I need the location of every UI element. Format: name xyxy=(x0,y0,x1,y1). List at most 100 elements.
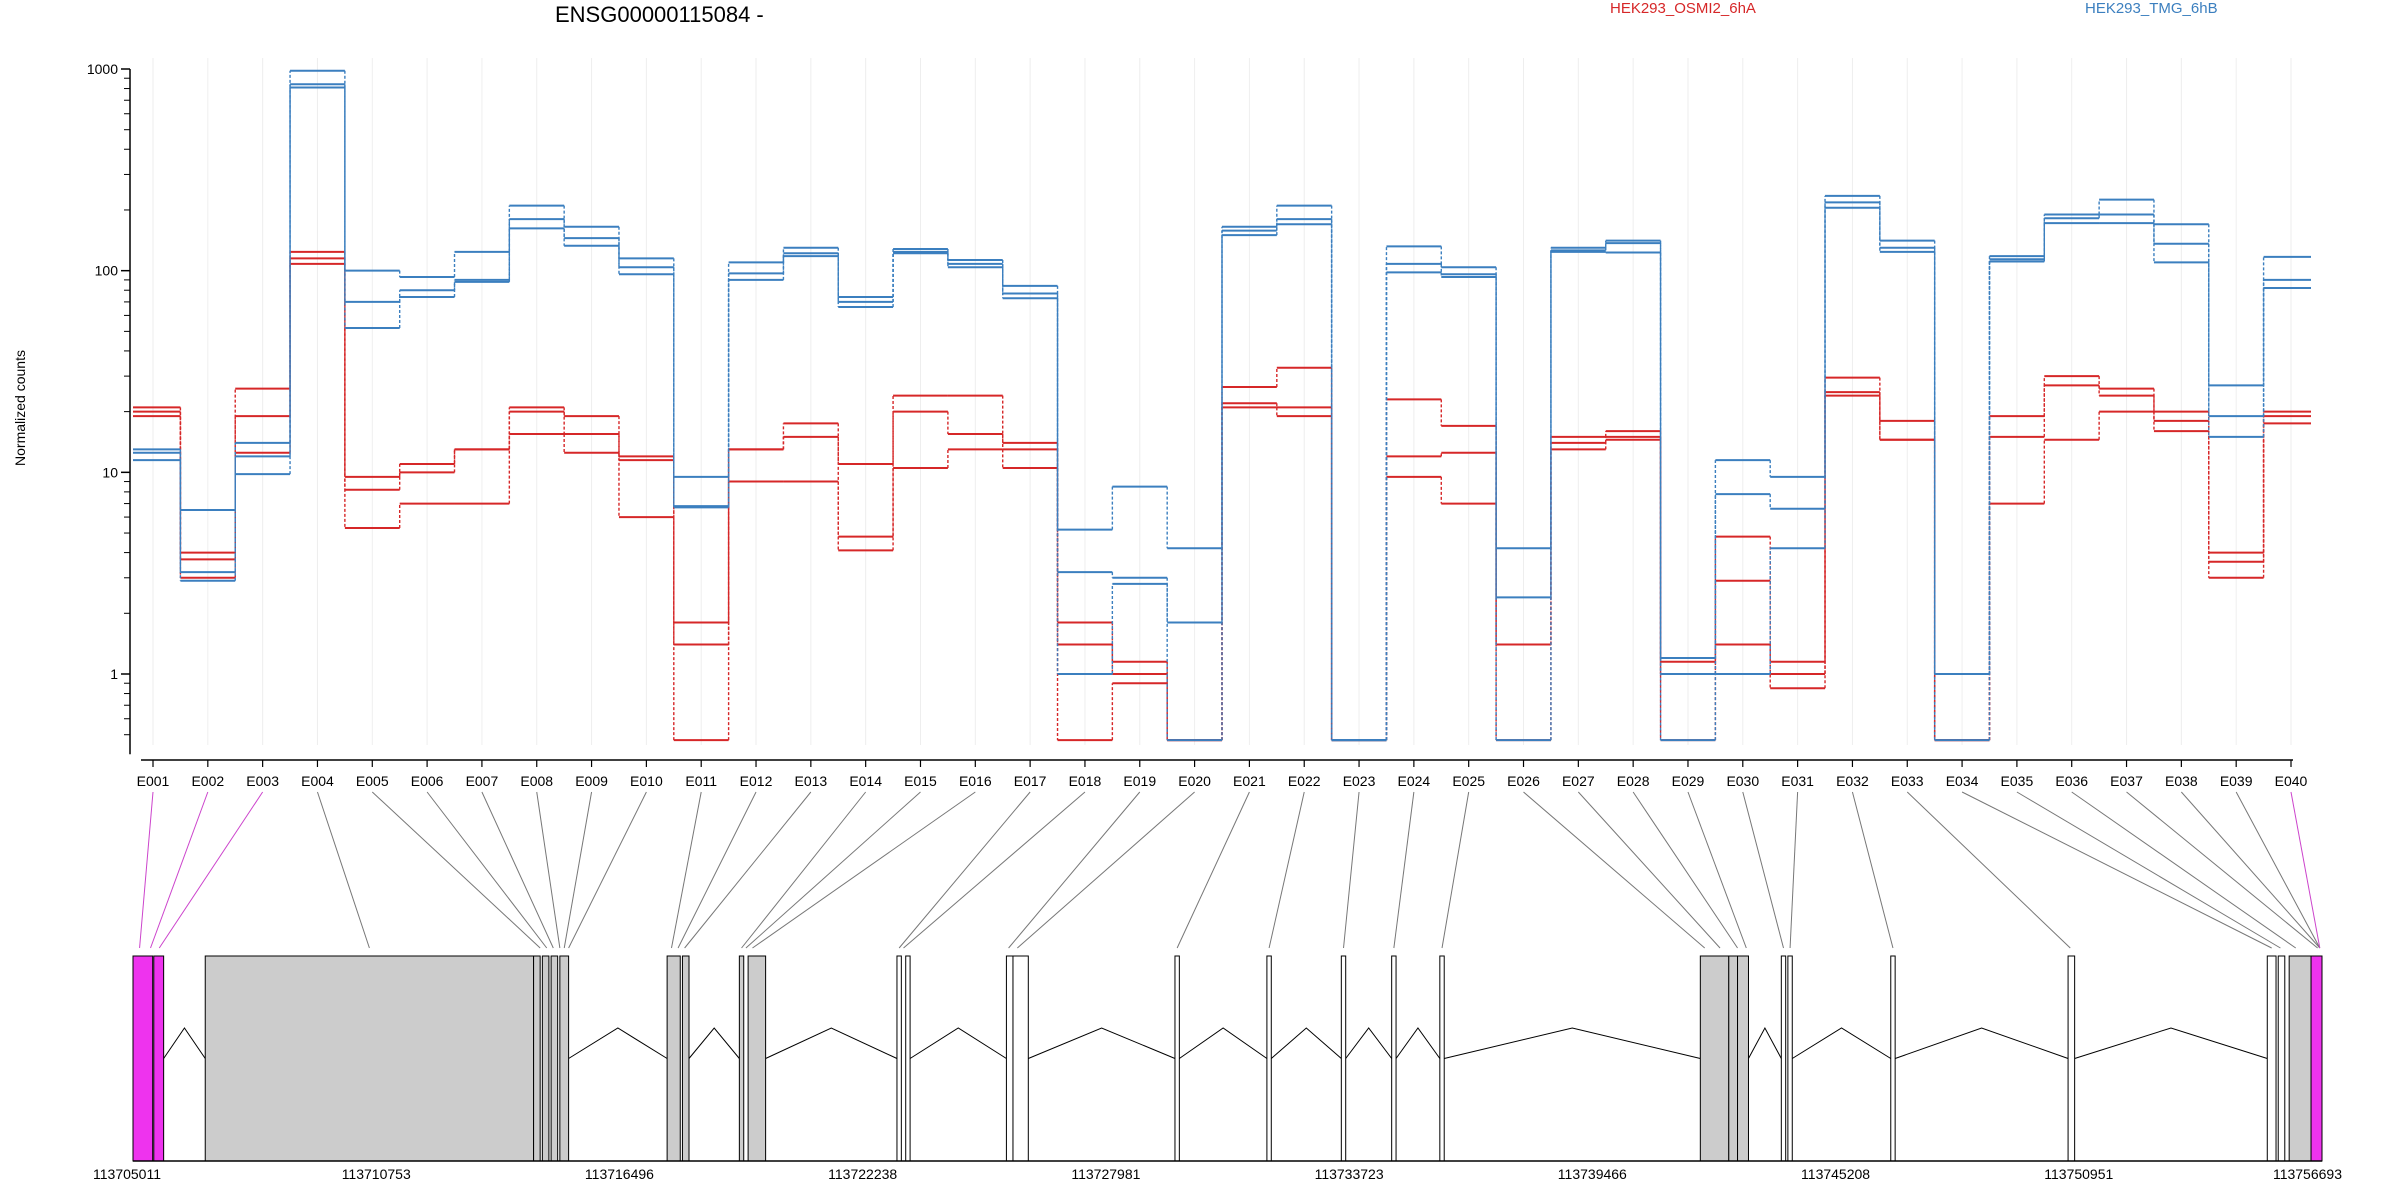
bin-connector xyxy=(1632,791,1738,949)
bin-connector xyxy=(536,791,561,949)
bin-connector xyxy=(684,791,812,949)
bin-connector xyxy=(1441,791,1470,949)
exon-block xyxy=(204,955,535,1162)
bin-connector xyxy=(2071,791,2297,949)
exon-block xyxy=(533,955,541,1162)
exon-bin-label: E019 xyxy=(1123,773,1156,789)
bin-connector xyxy=(158,791,264,949)
exon-bin-label: E010 xyxy=(630,773,663,789)
bin-connector xyxy=(139,791,154,949)
exon-block xyxy=(1005,955,1014,1162)
exon-bin-label: E016 xyxy=(959,773,992,789)
exon-block xyxy=(2310,955,2323,1162)
exon-bin-label: E022 xyxy=(1288,773,1321,789)
exon-block xyxy=(559,955,570,1162)
genomic-coordinate-label: 113727981 xyxy=(1071,1166,1140,1182)
genomic-coordinate-label: 113710753 xyxy=(342,1166,411,1182)
exon-bin-label: E033 xyxy=(1891,773,1924,789)
bin-connector xyxy=(1687,791,1747,949)
bin-connector xyxy=(150,791,209,949)
exon-bin-label: E024 xyxy=(1398,773,1431,789)
bin-connector xyxy=(1017,791,1195,949)
exon-bin-label: E007 xyxy=(466,773,499,789)
exon-bin-label: E039 xyxy=(2220,773,2253,789)
exon-block xyxy=(1174,955,1180,1162)
exon-block xyxy=(1439,955,1445,1162)
exon-block xyxy=(666,955,681,1162)
bin-connector xyxy=(426,791,548,949)
exon-bin-label: E001 xyxy=(137,773,170,789)
chart-title: ENSG00000115084 - xyxy=(555,2,764,27)
exon-bin-label: E017 xyxy=(1014,773,1047,789)
exon-bin-label: E014 xyxy=(849,773,882,789)
exon-block xyxy=(550,955,559,1162)
exon-block xyxy=(153,955,165,1162)
exon-bin-label: E002 xyxy=(191,773,224,789)
bin-connector xyxy=(903,791,1086,949)
bin-connector xyxy=(2235,791,2321,949)
exon-bin-label: E032 xyxy=(1836,773,1869,789)
bin-connector xyxy=(316,791,370,949)
y-axis: 1 10 100 1000 xyxy=(87,61,131,755)
exon-bin-label: E012 xyxy=(740,773,773,789)
legend-entry-tmg: HEK293_TMG_6hB xyxy=(2085,0,2218,17)
bin-connector xyxy=(2126,791,2318,949)
exon-bin-label: E025 xyxy=(1452,773,1485,789)
exon-block xyxy=(905,955,911,1162)
exon-block xyxy=(541,955,550,1162)
intron-chevron xyxy=(1345,1027,1393,1059)
exon-bin-label: E036 xyxy=(2055,773,2088,789)
genomic-coordinate-label: 113722238 xyxy=(828,1166,897,1182)
y-tick-label: 1 xyxy=(110,666,118,682)
intron-chevron xyxy=(688,1027,740,1059)
bin-connector xyxy=(2016,791,2281,949)
intron-chevron xyxy=(1894,1027,2069,1059)
exon-bin-label: E006 xyxy=(411,773,444,789)
genomic-coordinate-axis: 113705011 113710753 113716496 113722238 1137… xyxy=(93,1160,2342,1182)
exon-block xyxy=(2067,955,2076,1162)
vertical-gridlines xyxy=(152,58,2292,745)
exon-bin-label: E031 xyxy=(1781,773,1814,789)
bin-connector xyxy=(2290,791,2321,949)
exon-block xyxy=(2266,955,2277,1162)
bin-connector xyxy=(563,791,593,949)
intron-chevron xyxy=(2074,1027,2268,1059)
bin-to-gene-connectors xyxy=(139,791,2321,949)
legend-entry-osmi2: HEK293_OSMI2_6hA xyxy=(1610,0,1756,17)
genomic-coordinate-label: 113733723 xyxy=(1315,1166,1384,1182)
bin-connector xyxy=(1393,791,1415,949)
bin-connector xyxy=(481,791,554,949)
exon-block xyxy=(747,955,767,1162)
bin-connector xyxy=(1523,791,1706,949)
series-6 xyxy=(133,86,2311,742)
bin-connector xyxy=(1268,791,1305,949)
exon-bin-label: E005 xyxy=(356,773,389,789)
exon-bin-label: E021 xyxy=(1233,773,1266,789)
exon-bin-label: E003 xyxy=(246,773,279,789)
bin-connector xyxy=(1577,791,1721,949)
bin-connector xyxy=(1961,791,2272,949)
exon-block xyxy=(1737,955,1749,1162)
exon-bin-label: E020 xyxy=(1178,773,1211,789)
exon-block xyxy=(1890,955,1896,1162)
y-tick-label: 10 xyxy=(102,464,118,480)
intron-chevron xyxy=(1444,1027,1701,1059)
exon-block xyxy=(1699,955,1730,1162)
exon-bin-label: E034 xyxy=(1946,773,1979,789)
bin-connector xyxy=(371,791,541,949)
intron-chevron xyxy=(1748,1026,1782,1059)
exon-block xyxy=(2277,955,2286,1162)
exon-bin-label: E038 xyxy=(2165,773,2198,789)
bin-connector xyxy=(1789,791,1799,949)
bin-connector xyxy=(1742,791,1784,949)
bin-connector xyxy=(1906,791,2071,949)
bin-connector xyxy=(1176,791,1250,949)
intron-chevron xyxy=(1028,1027,1176,1059)
exon-block xyxy=(1728,955,1739,1162)
exon-bin-axis: E001 E002 E003 E004 E005 E006 E007 E008 E009 E010… xyxy=(137,759,2308,789)
exon-block xyxy=(132,955,154,1162)
genomic-coordinate-label: 113745208 xyxy=(1801,1166,1870,1182)
gene-model-track xyxy=(132,955,2323,1162)
bin-connector xyxy=(752,791,976,949)
